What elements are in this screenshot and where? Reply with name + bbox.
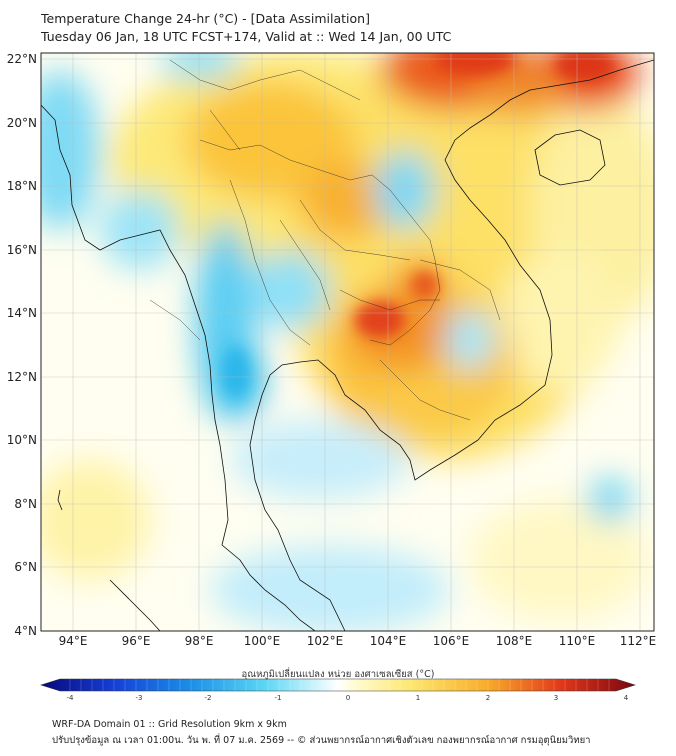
plot-frame (40, 52, 655, 632)
lon-tick: 104°E (370, 634, 407, 648)
colorbar-tick: -1 (275, 694, 282, 700)
lon-tick: 108°E (496, 634, 533, 648)
lon-tick: 100°E (244, 634, 281, 648)
lat-tick: 8°N (14, 497, 37, 511)
lon-tick: 98°E (185, 634, 214, 648)
colorbar-title: อุณหภูมิเปลี่ยนแปลง หน่วย องศาเซลเซียส (… (241, 669, 435, 680)
lon-tick: 112°E (620, 634, 657, 648)
colorbar-tick: 3 (554, 694, 558, 700)
lon-tick: 106°E (433, 634, 470, 648)
chart-subtitle: Tuesday 06 Jan, 18 UTC FCST+174, Valid a… (41, 29, 452, 44)
lat-tick: 16°N (7, 243, 37, 257)
lon-tick: 94°E (59, 634, 88, 648)
province-borders (149, 59, 501, 421)
colorbar-bar (40, 678, 636, 692)
footer-model-info: WRF-DA Domain 01 :: Grid Resolution 9km … (52, 719, 287, 730)
lat-tick: 14°N (7, 306, 37, 320)
lat-tick: 10°N (7, 433, 37, 447)
lat-tick: 22°N (7, 52, 37, 66)
colorbar-tick: 0 (346, 694, 350, 700)
lat-tick: 6°N (14, 560, 37, 574)
coastlines (41, 59, 654, 631)
temperature-change-map: 22°N 20°N 18°N 16°N 14°N 12°N 10°N 8°N 6… (7, 52, 657, 700)
graticule (41, 53, 654, 631)
colorbar-tick: -4 (67, 694, 75, 700)
colorbar-tick: -3 (136, 694, 143, 700)
footer-update-info: ปรับปรุงข้อมูล ณ เวลา 01:00น. วัน พ. ที่… (52, 735, 591, 746)
colorbar: -4 -3 -2 -1 0 1 2 3 4 (40, 678, 636, 700)
colorbar-tick: 4 (624, 694, 629, 700)
lat-tick: 18°N (7, 179, 37, 193)
lat-tick: 4°N (14, 624, 37, 638)
lon-tick: 110°E (559, 634, 596, 648)
temperature-field (41, 53, 654, 631)
lon-axis: 94°E 96°E 98°E 100°E 102°E 104°E 106°E 1… (59, 634, 657, 648)
lat-tick: 20°N (7, 116, 37, 130)
lat-axis: 22°N 20°N 18°N 16°N 14°N 12°N 10°N 8°N 6… (7, 52, 37, 638)
lon-tick: 96°E (122, 634, 151, 648)
chart-title: Temperature Change 24-hr (°C) - [Data As… (41, 11, 370, 26)
colorbar-tick: -2 (205, 694, 212, 700)
lon-tick: 102°E (307, 634, 344, 648)
lat-tick: 12°N (7, 370, 37, 384)
colorbar-tick: 1 (416, 694, 420, 700)
colorbar-tick: 2 (486, 694, 490, 700)
